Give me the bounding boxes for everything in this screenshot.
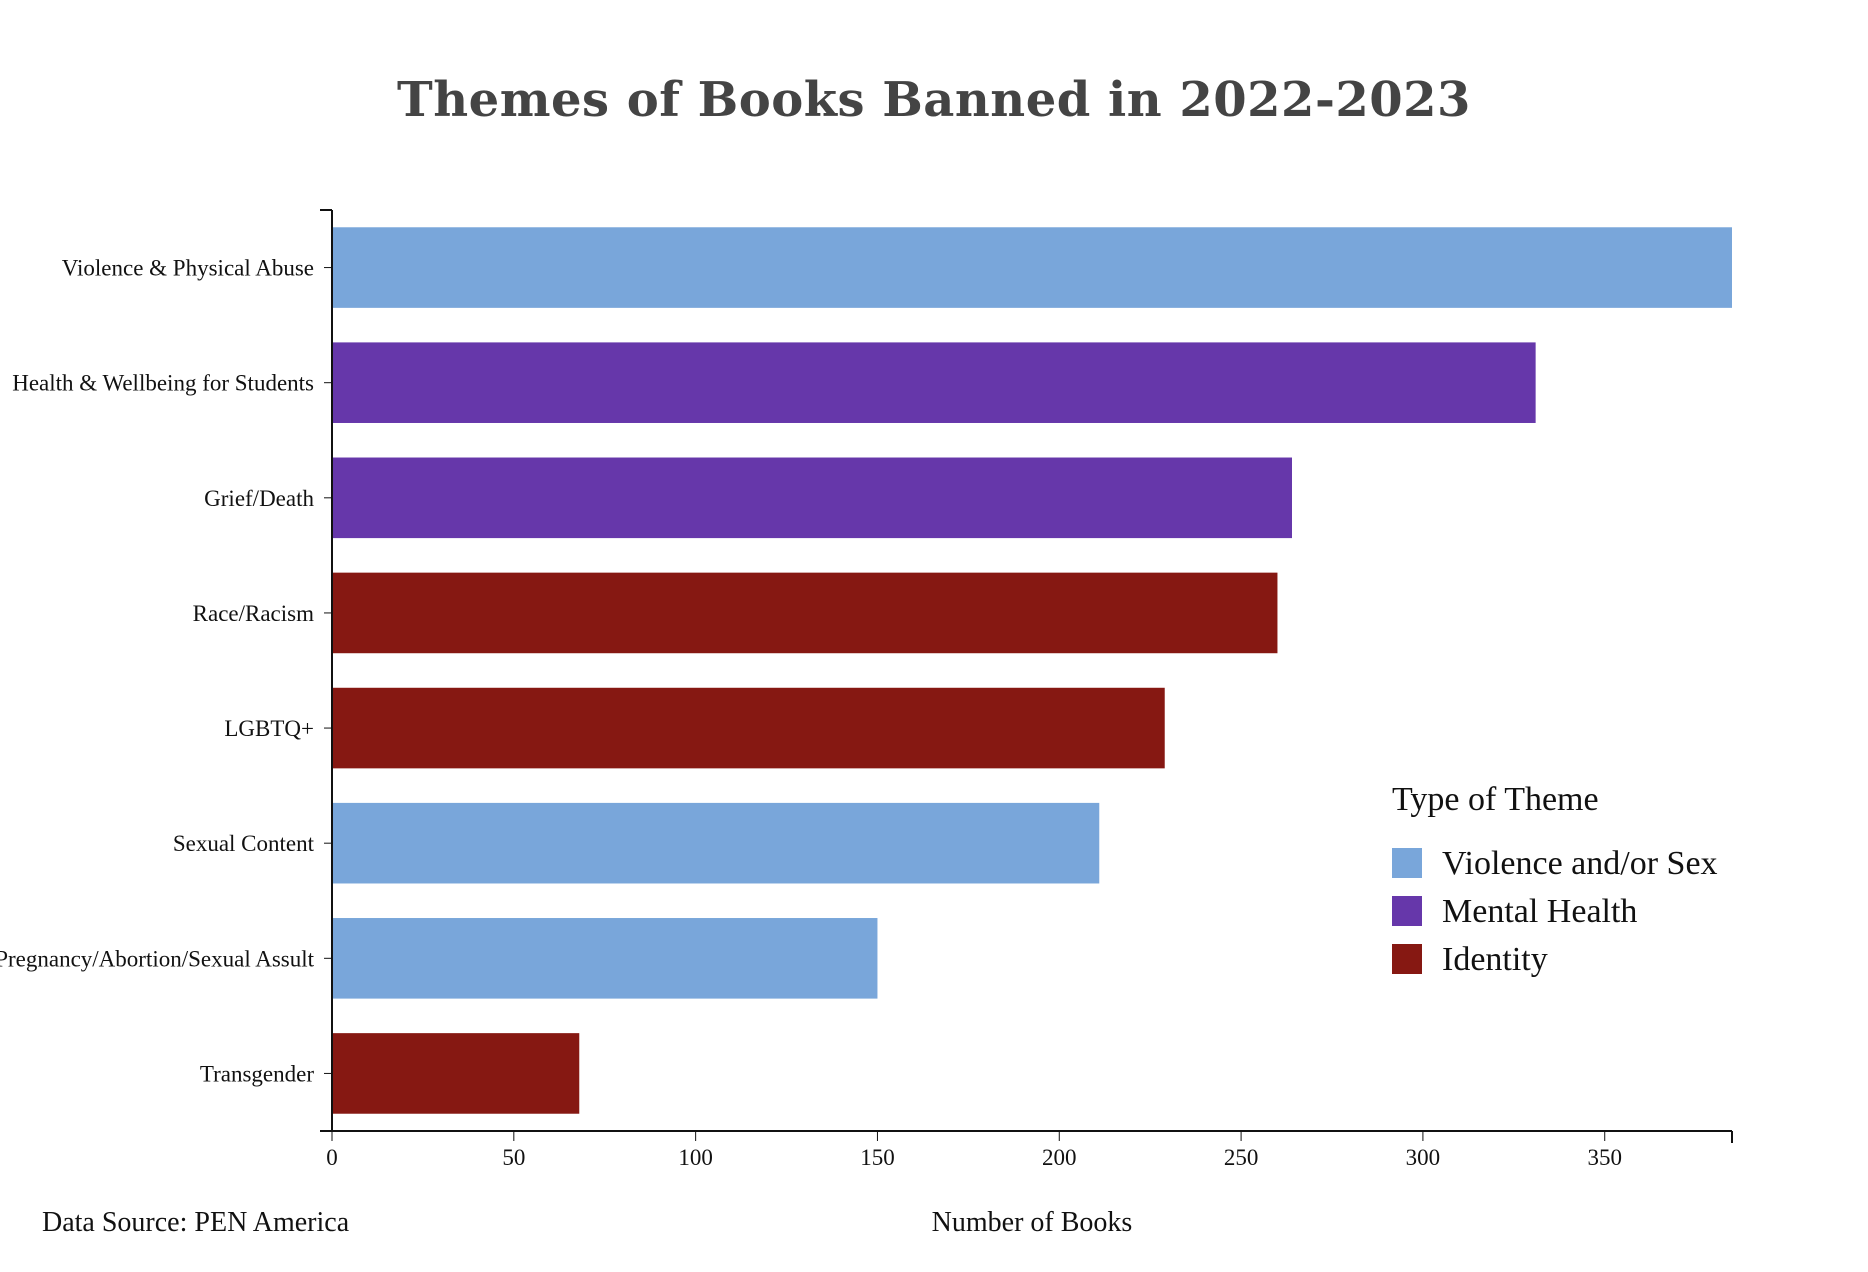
y-axis-labels: Violence & Physical Abuse Health & Wellbe… [0,256,332,1086]
legend-swatch-identity [1392,944,1422,974]
x-axis-title: Number of Books [932,1207,1133,1238]
y-tick-label: Race/Racism [193,601,314,626]
bar-grief-death[interactable] [332,457,1292,539]
chart-title: Themes of Books Banned in 2022-2023 [397,72,1471,128]
y-tick-label: Grief/Death [204,486,314,511]
x-tick-label: 300 [1406,1145,1441,1170]
bars-group [332,227,1732,1114]
bar-health-wellbeing-for-students[interactable] [332,342,1536,423]
bar-violence-physical-abuse[interactable] [332,227,1732,308]
bar-lgbtq[interactable] [332,687,1165,769]
y-tick-label: Violence & Physical Abuse [62,256,314,281]
legend-label-violence-and-or-sex: Violence and/or Sex [1442,845,1718,882]
x-tick-label: 200 [1042,1145,1077,1170]
legend-label-mental-health: Mental Health [1442,893,1637,930]
bar-transgender[interactable] [332,1033,580,1114]
y-tick-label: Transgender [200,1061,314,1086]
y-tick-label: Health & Wellbeing for Students [12,371,314,396]
x-axis-ticks: 0 50 100 150 200 250 300 350 [326,1131,1622,1170]
x-tick-label: 50 [502,1145,525,1170]
x-tick-label: 250 [1224,1145,1259,1170]
x-tick-label: 350 [1587,1145,1622,1170]
legend-swatch-mental-health [1392,896,1422,926]
legend-swatch-violence-and-or-sex [1392,848,1422,878]
bar-race-racism[interactable] [332,572,1278,654]
x-tick-label: 150 [860,1145,895,1170]
bar-pregnancy-abortion-sexual-assult[interactable] [332,918,878,999]
y-tick-label: LGBTQ+ [224,716,314,741]
y-tick-label: Sexual Content [173,831,315,856]
data-source-note: Data Source: PEN America [42,1207,350,1238]
x-tick-label: 100 [678,1145,713,1170]
legend-label-identity: Identity [1442,941,1548,978]
legend: Type of Theme Violence and/or Sex Mental H… [1392,781,1718,978]
x-tick-label: 0 [326,1145,338,1170]
legend-title: Type of Theme [1392,781,1599,818]
y-tick-label: Pregnancy/Abortion/Sexual Assult [0,946,315,971]
bar-sexual-content[interactable] [332,802,1100,884]
